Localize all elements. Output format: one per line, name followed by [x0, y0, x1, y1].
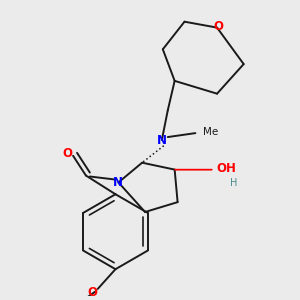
Text: N: N	[157, 134, 167, 146]
Text: O: O	[88, 286, 98, 299]
Text: O: O	[62, 147, 72, 160]
Text: Me: Me	[203, 127, 218, 137]
Text: OH: OH	[216, 162, 236, 175]
Text: H: H	[230, 178, 237, 188]
Text: N: N	[112, 176, 122, 189]
Text: O: O	[213, 20, 223, 33]
